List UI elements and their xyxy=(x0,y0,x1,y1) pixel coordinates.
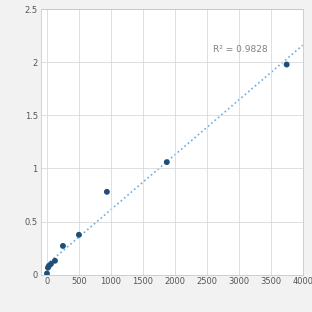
Text: R² = 0.9828: R² = 0.9828 xyxy=(213,45,268,54)
Point xyxy=(46,263,51,268)
Point xyxy=(105,189,110,194)
Point xyxy=(76,232,81,237)
Point xyxy=(52,258,57,263)
Point xyxy=(164,160,169,165)
Point xyxy=(48,261,53,266)
Point xyxy=(46,265,51,270)
Point xyxy=(61,243,66,248)
Point xyxy=(284,62,289,67)
Point xyxy=(44,271,49,276)
